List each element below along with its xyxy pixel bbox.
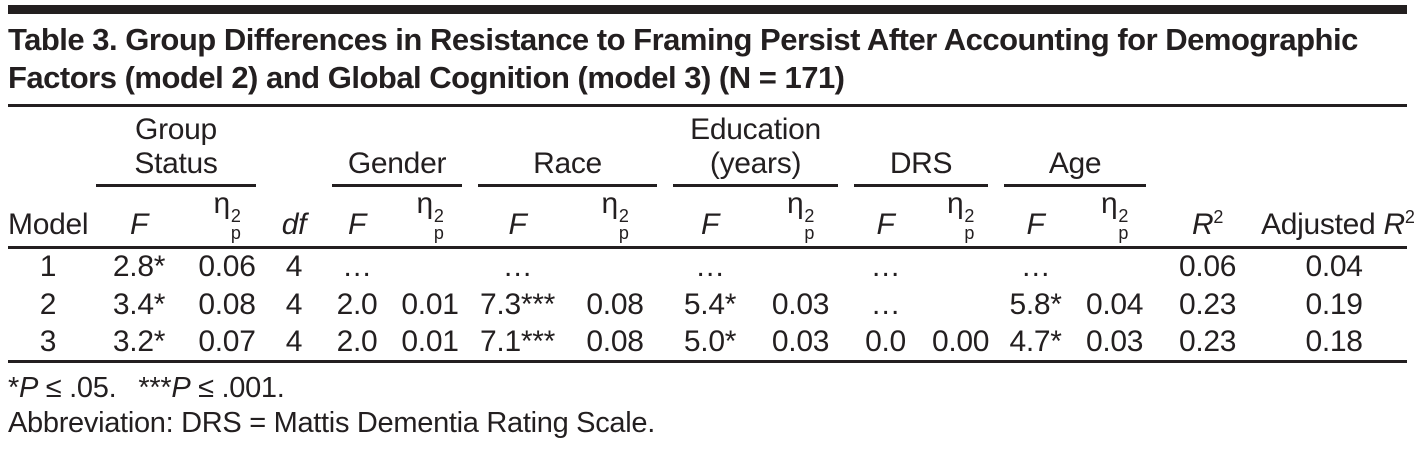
race-label: Race	[478, 147, 658, 187]
stat-cell	[925, 286, 996, 324]
drs-f-header: F	[846, 187, 926, 250]
stat-cell: 0.01	[401, 287, 459, 321]
table-title: Table 3. Group Differences in Resistance…	[8, 14, 1407, 107]
stat-cell: 7.3***	[480, 287, 555, 321]
abbreviation-note: Abbreviation: DRS = Mattis Dementia Rati…	[8, 407, 655, 440]
empty-r2-spacer	[1154, 111, 1261, 187]
model-3-row: 3 3.2* 0.07 4 2.0 0.01 7.1*** 0.08 5.0* …	[8, 323, 1408, 364]
stat-cell: 0.19	[1305, 287, 1363, 321]
stat-cell: 0.23	[1178, 287, 1237, 321]
stat-cell: …	[695, 250, 725, 284]
table-footnotes: *P ≤ .05. ***P ≤ .001. Abbreviation: DRS …	[8, 363, 1407, 441]
stat-cell: …	[870, 250, 901, 284]
column-group-race: Race	[470, 111, 665, 187]
stat-cell	[565, 248, 665, 286]
significance-note: *P ≤ .05. ***P ≤ .001.	[8, 372, 285, 405]
stat-cell: …	[1020, 250, 1051, 284]
stat-cell: 0.08	[198, 287, 256, 321]
stat-cell: 0.08	[565, 323, 666, 364]
empty-adjr2-spacer	[1261, 111, 1407, 187]
stat-cell: …	[342, 250, 372, 284]
r-squared-header: R2	[1154, 187, 1262, 250]
stat-cell: 3.4*	[112, 287, 166, 321]
empty-corner	[8, 111, 88, 187]
column-group-row: Group Status Gender Race Education (year…	[8, 111, 1407, 187]
stat-cell: 4	[285, 250, 303, 284]
stat-cell: 4	[264, 323, 324, 364]
stat-cell: 0.08	[586, 287, 644, 321]
stat-cell: 2.8*	[112, 250, 166, 284]
stat-cell: 4.7*	[996, 323, 1076, 364]
stat-cell: …	[502, 250, 533, 284]
stat-cell	[390, 248, 470, 286]
stat-cell: 0.03	[1075, 323, 1155, 364]
stat-cell: 0.18	[1261, 323, 1408, 364]
age-f-header: F	[996, 187, 1076, 250]
statistics-table: Group Status Gender Race Education (year…	[8, 111, 1415, 364]
stat-cell: 0.06	[198, 250, 256, 284]
stat-cell: 3.2*	[88, 323, 190, 364]
stat-cell: 0.06	[1178, 250, 1237, 284]
stat-cell: 0.00	[925, 323, 997, 364]
stat-cell: 0.03	[755, 323, 847, 364]
education-label: Education (years)	[673, 113, 839, 187]
column-group-drs: DRS	[846, 111, 996, 187]
stat-cell	[755, 248, 846, 286]
group-status-label: Group Status	[96, 113, 256, 187]
df-column-header: df	[264, 187, 324, 250]
column-group-age: Age	[996, 111, 1154, 187]
column-group-gender: Gender	[324, 111, 470, 187]
model-column-header: Model	[8, 187, 89, 250]
gender-label: Gender	[332, 147, 463, 187]
stat-cell: 0.07	[190, 323, 264, 364]
drs-label: DRS	[854, 147, 989, 187]
stat-cell: 0.03	[771, 287, 830, 321]
stat-cell: 5.8*	[1009, 287, 1062, 321]
table-top-rule	[8, 5, 1407, 14]
model-1-row: 1 2.8* 0.06 4 … … … … … 0.06 0.04	[8, 248, 1407, 286]
empty-df-spacer	[264, 111, 324, 187]
adjusted-r-squared-header: Adjusted R2	[1261, 187, 1415, 250]
model-2-row: 2 3.4* 0.08 4 2.0 0.01 7.3*** 0.08 5.4* …	[8, 286, 1407, 324]
column-group-education: Education (years)	[665, 111, 846, 187]
stat-cell	[1075, 248, 1154, 286]
stat-cell: 2.0	[336, 287, 378, 321]
education-f-header: F	[665, 187, 756, 250]
model-number-cell: 1	[39, 250, 57, 284]
column-group-group-status: Group Status	[88, 111, 264, 187]
stat-cell: 2.0	[324, 323, 390, 364]
stat-cell: 0.04	[1085, 287, 1144, 321]
stat-cell: 5.4*	[683, 287, 737, 321]
stat-cell	[925, 248, 996, 286]
stat-cell: …	[870, 287, 901, 321]
gender-f-header: F	[324, 187, 390, 250]
age-label: Age	[1004, 147, 1147, 187]
stat-cell: 0.23	[1154, 323, 1262, 364]
model-number-cell: 2	[39, 287, 57, 321]
stat-cell: 4	[285, 287, 303, 321]
stat-cell: 7.1***	[470, 323, 566, 364]
race-f-header: F	[470, 187, 566, 250]
stat-cell: 0.04	[1305, 250, 1363, 284]
stat-cell: 5.0*	[665, 323, 756, 364]
stat-cell: 0.01	[390, 323, 471, 364]
model-number-cell: 3	[8, 323, 88, 364]
stat-cell: 0.0	[846, 323, 926, 364]
group-status-f-header: F	[88, 187, 190, 250]
